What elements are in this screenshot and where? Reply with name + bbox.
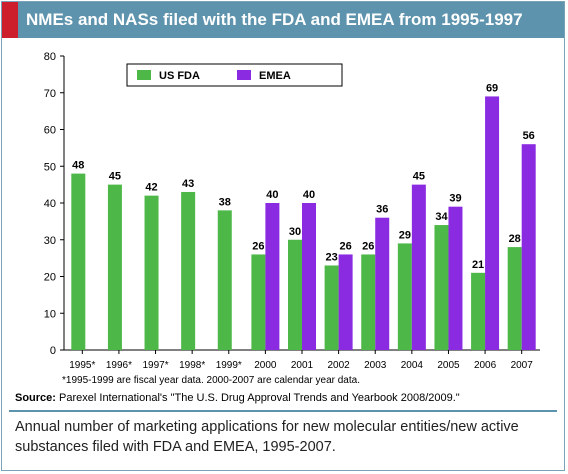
data-label: 38 (219, 196, 231, 208)
data-label: 39 (449, 193, 461, 205)
header-bar: NMEs and NASs filed with the FDA and EME… (2, 2, 564, 38)
chart-title: NMEs and NASs filed with the FDA and EME… (26, 10, 523, 29)
bar (507, 247, 522, 350)
x-tick-label: 2004 (401, 360, 424, 371)
legend-swatch (237, 70, 251, 80)
data-label: 45 (109, 171, 121, 183)
legend-label: US FDA (159, 70, 200, 82)
x-tick-label: 2002 (327, 360, 350, 371)
bar (434, 225, 449, 350)
source-line: Source: Parexel International's "The U.S… (15, 392, 460, 404)
y-tick-label: 50 (44, 161, 56, 173)
data-label: 26 (252, 240, 264, 252)
x-tick-label: 2007 (511, 360, 534, 371)
divider (9, 410, 557, 412)
bar (485, 96, 500, 350)
bar (521, 144, 536, 350)
x-tick-label: 2003 (364, 360, 387, 371)
data-label: 56 (523, 130, 535, 142)
footnote: *1995-1999 are fiscal year data. 2000-20… (62, 375, 360, 386)
y-tick-label: 40 (44, 198, 56, 210)
data-label: 29 (399, 229, 411, 241)
data-label: 23 (325, 251, 337, 263)
y-tick-label: 60 (44, 125, 56, 137)
data-label: 21 (472, 259, 484, 271)
bar (144, 195, 159, 350)
bar (107, 184, 122, 350)
data-label: 45 (413, 171, 425, 183)
x-tick-label: 1997* (142, 360, 168, 371)
bar (288, 239, 302, 350)
y-tick-label: 20 (44, 272, 56, 284)
bar (217, 210, 232, 350)
y-tick-label: 0 (50, 345, 56, 357)
x-tick-label: 1999* (216, 360, 242, 371)
data-label: 43 (182, 178, 194, 190)
x-tick-label: 2005 (437, 360, 460, 371)
data-label: 26 (339, 240, 351, 252)
y-tick-label: 80 (44, 51, 56, 63)
data-label: 36 (376, 204, 388, 216)
x-tick-label: 1998* (179, 360, 205, 371)
data-label: 69 (486, 82, 498, 94)
x-tick-label: 1996* (106, 360, 132, 371)
source-text: Parexel International's "The U.S. Drug A… (59, 392, 460, 404)
y-tick-label: 30 (44, 235, 56, 247)
bar (324, 265, 339, 350)
bar (448, 206, 463, 350)
data-label: 30 (289, 226, 301, 238)
data-label: 40 (266, 189, 278, 201)
legend-label: EMEA (259, 70, 291, 82)
bar (375, 217, 390, 350)
data-label: 26 (362, 240, 374, 252)
bar (71, 173, 86, 350)
bar (411, 184, 426, 350)
data-label: 42 (145, 182, 157, 194)
legend-swatch (137, 70, 151, 80)
bar (338, 254, 353, 350)
bar (181, 191, 196, 350)
y-tick-label: 70 (44, 88, 56, 100)
x-tick-label: 2001 (291, 360, 314, 371)
data-label: 34 (435, 211, 448, 223)
x-tick-label: 1995* (69, 360, 95, 371)
data-label: 28 (509, 233, 521, 245)
data-label: 40 (303, 189, 315, 201)
bar (361, 254, 376, 350)
bar (302, 203, 316, 350)
header-accent (2, 2, 18, 38)
x-tick-label: 2000 (254, 360, 277, 371)
bar (471, 272, 486, 350)
bar-chart: 0 10 20 30 40 50 60 70 80 1995* 48 1996* 45 1997* 42 19… (44, 51, 540, 371)
bar (397, 243, 412, 350)
legend-box (126, 63, 343, 87)
bar (265, 203, 280, 350)
y-tick-label: 10 (44, 308, 56, 320)
x-tick-label: 2006 (474, 360, 497, 371)
source-label: Source: (15, 392, 56, 404)
data-label: 48 (72, 160, 84, 172)
figure-caption: Annual number of marketing applications … (15, 419, 519, 455)
bar (251, 254, 266, 350)
